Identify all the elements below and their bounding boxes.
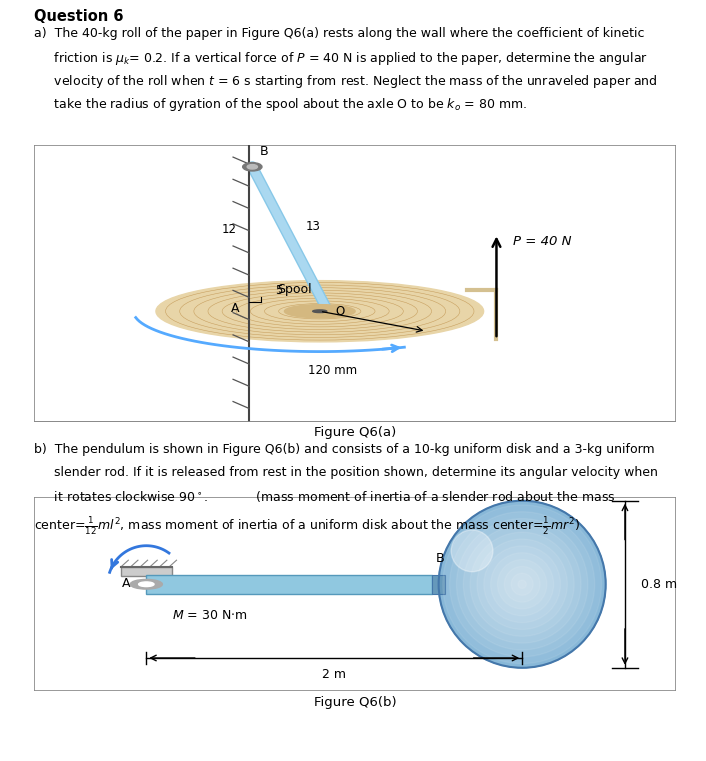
Ellipse shape <box>504 566 540 602</box>
Ellipse shape <box>484 546 561 622</box>
Text: Figure Q6(a): Figure Q6(a) <box>314 426 396 439</box>
Circle shape <box>243 163 262 171</box>
Text: $M$ = 30 N$\cdot$m: $M$ = 30 N$\cdot$m <box>172 610 248 622</box>
Text: Spool: Spool <box>277 282 311 295</box>
Ellipse shape <box>438 501 606 668</box>
Text: 0.8 m: 0.8 m <box>641 578 677 591</box>
Ellipse shape <box>451 530 493 572</box>
Text: a)  The 40-kg roll of the paper in Figure Q6(a) rests along the wall where the c: a) The 40-kg roll of the paper in Figure… <box>34 27 645 40</box>
Text: 13: 13 <box>305 220 321 233</box>
Ellipse shape <box>463 525 581 643</box>
Text: B: B <box>436 552 444 565</box>
Ellipse shape <box>477 539 568 629</box>
Ellipse shape <box>470 532 574 636</box>
Text: Question 6: Question 6 <box>34 9 124 24</box>
FancyBboxPatch shape <box>146 575 432 594</box>
Text: O: O <box>336 304 345 318</box>
Bar <box>121 567 172 577</box>
Text: A: A <box>231 302 239 315</box>
Ellipse shape <box>285 304 355 318</box>
Text: P = 40 N: P = 40 N <box>513 235 571 248</box>
Text: friction is $\mu_k$= 0.2. If a vertical force of $P$ = 40 N is applied to the pa: friction is $\mu_k$= 0.2. If a vertical … <box>34 50 648 67</box>
Ellipse shape <box>313 310 327 313</box>
Ellipse shape <box>156 281 484 342</box>
Ellipse shape <box>491 552 554 616</box>
Text: Figure Q6(b): Figure Q6(b) <box>313 696 397 708</box>
Text: velocity of the roll when $t$ = 6 s starting from rest. Neglect the mass of the : velocity of the roll when $t$ = 6 s star… <box>34 73 657 90</box>
Ellipse shape <box>443 505 602 664</box>
Text: 12: 12 <box>221 222 237 236</box>
Circle shape <box>131 579 162 589</box>
Text: A: A <box>121 577 131 590</box>
Text: b)  The pendulum is shown in Figure Q6(b) and consists of a 10-kg uniform disk a: b) The pendulum is shown in Figure Q6(b)… <box>34 443 654 456</box>
Ellipse shape <box>450 511 594 657</box>
Text: 2 m: 2 m <box>322 667 346 680</box>
Text: B: B <box>260 145 269 158</box>
Ellipse shape <box>518 580 527 588</box>
Text: 120 mm: 120 mm <box>308 364 357 377</box>
Ellipse shape <box>498 559 547 609</box>
Text: 5: 5 <box>275 284 282 297</box>
Text: slender rod. If it is released from rest in the position shown, determine its an: slender rod. If it is released from rest… <box>34 466 658 479</box>
Circle shape <box>247 164 258 169</box>
Text: take the radius of gyration of the spool about the axle O to be $k_o$ = 80 mm.: take the radius of gyration of the spool… <box>34 96 527 113</box>
Ellipse shape <box>511 573 533 595</box>
Bar <box>432 575 445 594</box>
Text: it rotates clockwise 90$^\circ$.            (mass moment of inertia of a slender: it rotates clockwise 90$^\circ$. (mass m… <box>34 489 616 504</box>
Ellipse shape <box>457 518 588 650</box>
Text: center=$\frac{1}{12}$$ml^2$, mass moment of inertia of a uniform disk about the : center=$\frac{1}{12}$$ml^2$, mass moment… <box>34 515 580 537</box>
Circle shape <box>138 582 154 587</box>
